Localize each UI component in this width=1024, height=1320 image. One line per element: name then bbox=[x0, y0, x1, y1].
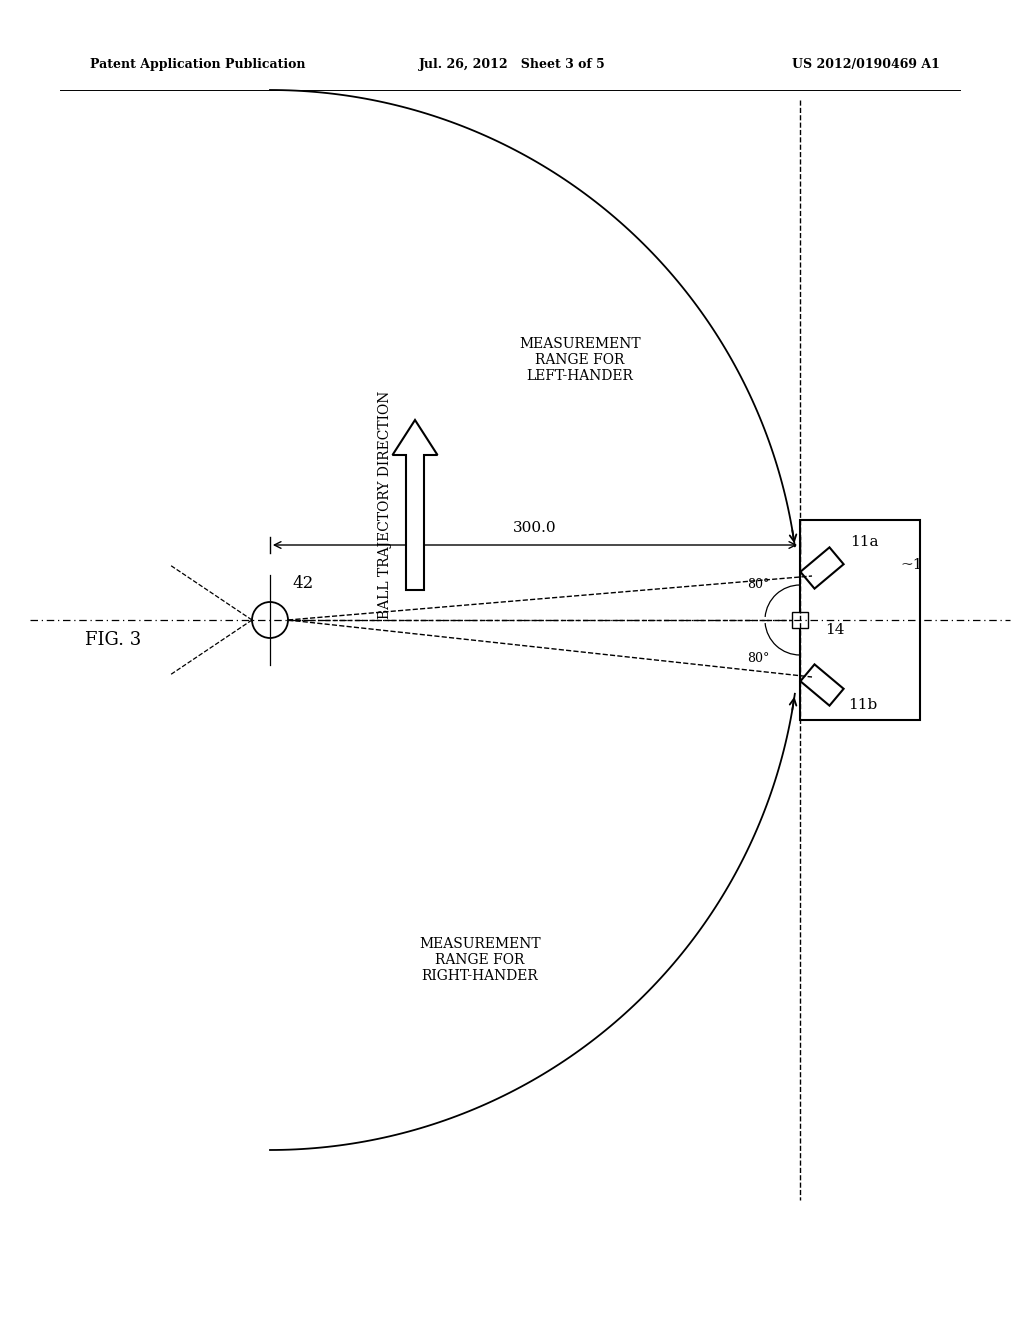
Bar bbox=[792, 612, 808, 628]
Text: 14: 14 bbox=[825, 623, 845, 638]
Text: 80°: 80° bbox=[746, 652, 769, 664]
Text: MEASUREMENT
RANGE FOR
LEFT-HANDER: MEASUREMENT RANGE FOR LEFT-HANDER bbox=[519, 337, 641, 383]
Text: Jul. 26, 2012   Sheet 3 of 5: Jul. 26, 2012 Sheet 3 of 5 bbox=[419, 58, 605, 71]
FancyArrow shape bbox=[392, 420, 437, 590]
Text: 300.0: 300.0 bbox=[513, 521, 557, 535]
Text: 11a: 11a bbox=[850, 535, 879, 549]
Text: 11b: 11b bbox=[848, 698, 878, 711]
Text: MEASUREMENT
RANGE FOR
RIGHT-HANDER: MEASUREMENT RANGE FOR RIGHT-HANDER bbox=[419, 937, 541, 983]
Text: Patent Application Publication: Patent Application Publication bbox=[90, 58, 305, 71]
Text: 80°: 80° bbox=[746, 578, 769, 590]
Text: BALL TRAJECTORY DIRECTION: BALL TRAJECTORY DIRECTION bbox=[378, 391, 392, 619]
Text: ~1: ~1 bbox=[900, 558, 923, 572]
Bar bbox=[800, 520, 920, 719]
Text: FIG. 3: FIG. 3 bbox=[85, 631, 141, 649]
Text: 42: 42 bbox=[292, 576, 313, 591]
Text: US 2012/0190469 A1: US 2012/0190469 A1 bbox=[793, 58, 940, 71]
